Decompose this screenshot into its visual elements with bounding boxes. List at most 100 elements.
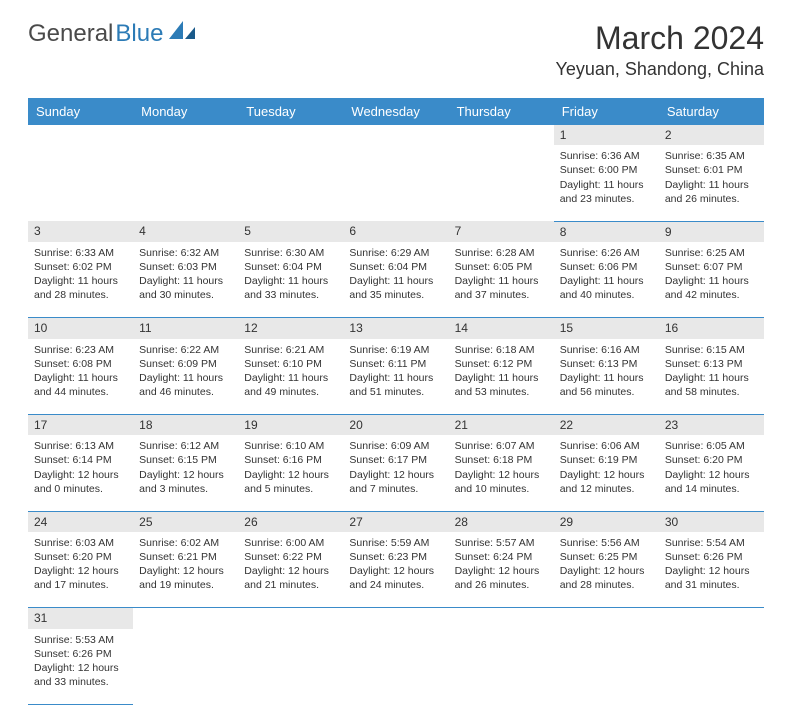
day-number: 8 xyxy=(560,225,567,239)
sunset-text: Sunset: 6:20 PM xyxy=(34,550,127,564)
content-row: Sunrise: 6:36 AMSunset: 6:00 PMDaylight:… xyxy=(28,145,764,221)
daynum-row: 10111213141516 xyxy=(28,318,764,339)
day-content-cell: Sunrise: 6:35 AMSunset: 6:01 PMDaylight:… xyxy=(659,145,764,221)
sunrise-text: Sunrise: 6:32 AM xyxy=(139,246,232,260)
daylight-text-1: Daylight: 12 hours xyxy=(665,564,758,578)
daylight-text-2: and 49 minutes. xyxy=(244,385,337,399)
day-content-cell xyxy=(238,629,343,705)
day-number: 10 xyxy=(34,321,47,335)
daylight-text-1: Daylight: 11 hours xyxy=(455,371,548,385)
day-content-cell xyxy=(343,145,448,221)
day-content-cell: Sunrise: 5:56 AMSunset: 6:25 PMDaylight:… xyxy=(554,532,659,608)
month-title: March 2024 xyxy=(555,20,764,57)
day-number-cell: 15 xyxy=(554,318,659,339)
sunrise-text: Sunrise: 5:57 AM xyxy=(455,536,548,550)
sunset-text: Sunset: 6:26 PM xyxy=(665,550,758,564)
day-number-cell: 27 xyxy=(343,511,448,532)
day-content-cell: Sunrise: 6:36 AMSunset: 6:00 PMDaylight:… xyxy=(554,145,659,221)
day-number-cell: 7 xyxy=(449,221,554,242)
daylight-text-2: and 44 minutes. xyxy=(34,385,127,399)
weekday-header: Tuesday xyxy=(238,98,343,125)
daylight-text-1: Daylight: 12 hours xyxy=(244,468,337,482)
daylight-text-1: Daylight: 11 hours xyxy=(34,371,127,385)
day-content-cell: Sunrise: 6:32 AMSunset: 6:03 PMDaylight:… xyxy=(133,242,238,318)
sunrise-text: Sunrise: 6:29 AM xyxy=(349,246,442,260)
sunrise-text: Sunrise: 5:59 AM xyxy=(349,536,442,550)
day-number-cell: 25 xyxy=(133,511,238,532)
sunrise-text: Sunrise: 6:33 AM xyxy=(34,246,127,260)
sunset-text: Sunset: 6:13 PM xyxy=(665,357,758,371)
sunset-text: Sunset: 6:08 PM xyxy=(34,357,127,371)
sunrise-text: Sunrise: 6:09 AM xyxy=(349,439,442,453)
sunset-text: Sunset: 6:10 PM xyxy=(244,357,337,371)
day-number-cell: 8 xyxy=(554,221,659,242)
day-content-cell: Sunrise: 6:16 AMSunset: 6:13 PMDaylight:… xyxy=(554,339,659,415)
day-content-cell: Sunrise: 6:29 AMSunset: 6:04 PMDaylight:… xyxy=(343,242,448,318)
sunset-text: Sunset: 6:14 PM xyxy=(34,453,127,467)
sunset-text: Sunset: 6:09 PM xyxy=(139,357,232,371)
daylight-text-1: Daylight: 12 hours xyxy=(349,564,442,578)
day-number-cell: 6 xyxy=(343,221,448,242)
daylight-text-1: Daylight: 12 hours xyxy=(560,564,653,578)
day-number: 27 xyxy=(349,515,362,529)
day-content-cell: Sunrise: 6:15 AMSunset: 6:13 PMDaylight:… xyxy=(659,339,764,415)
daylight-text-2: and 28 minutes. xyxy=(34,288,127,302)
daylight-text-1: Daylight: 11 hours xyxy=(560,178,653,192)
sunrise-text: Sunrise: 5:56 AM xyxy=(560,536,653,550)
sunrise-text: Sunrise: 6:10 AM xyxy=(244,439,337,453)
sunset-text: Sunset: 6:07 PM xyxy=(665,260,758,274)
day-content-cell xyxy=(449,629,554,705)
day-number-cell: 22 xyxy=(554,415,659,436)
sunset-text: Sunset: 6:23 PM xyxy=(349,550,442,564)
day-number-cell: 4 xyxy=(133,221,238,242)
day-content-cell: Sunrise: 6:28 AMSunset: 6:05 PMDaylight:… xyxy=(449,242,554,318)
sunset-text: Sunset: 6:13 PM xyxy=(560,357,653,371)
daylight-text-2: and 0 minutes. xyxy=(34,482,127,496)
day-content-cell: Sunrise: 6:19 AMSunset: 6:11 PMDaylight:… xyxy=(343,339,448,415)
daylight-text-1: Daylight: 12 hours xyxy=(34,564,127,578)
day-number-cell xyxy=(133,608,238,629)
daylight-text-2: and 28 minutes. xyxy=(560,578,653,592)
sunset-text: Sunset: 6:25 PM xyxy=(560,550,653,564)
daylight-text-2: and 31 minutes. xyxy=(665,578,758,592)
daylight-text-2: and 21 minutes. xyxy=(244,578,337,592)
sunrise-text: Sunrise: 6:23 AM xyxy=(34,343,127,357)
sunset-text: Sunset: 6:16 PM xyxy=(244,453,337,467)
sunrise-text: Sunrise: 5:53 AM xyxy=(34,633,127,647)
weekday-header: Monday xyxy=(133,98,238,125)
sunset-text: Sunset: 6:04 PM xyxy=(244,260,337,274)
day-number-cell xyxy=(343,125,448,145)
day-number: 20 xyxy=(349,418,362,432)
weekday-header-row: SundayMondayTuesdayWednesdayThursdayFrid… xyxy=(28,98,764,125)
sunset-text: Sunset: 6:17 PM xyxy=(349,453,442,467)
logo-text-2: Blue xyxy=(115,20,163,48)
daylight-text-1: Daylight: 11 hours xyxy=(244,274,337,288)
daylight-text-2: and 26 minutes. xyxy=(665,192,758,206)
day-content-cell: Sunrise: 6:06 AMSunset: 6:19 PMDaylight:… xyxy=(554,435,659,511)
day-number-cell: 17 xyxy=(28,415,133,436)
daylight-text-1: Daylight: 11 hours xyxy=(560,274,653,288)
content-row: Sunrise: 6:13 AMSunset: 6:14 PMDaylight:… xyxy=(28,435,764,511)
day-content-cell xyxy=(133,145,238,221)
daylight-text-1: Daylight: 11 hours xyxy=(139,371,232,385)
daylight-text-1: Daylight: 12 hours xyxy=(665,468,758,482)
sunrise-text: Sunrise: 6:28 AM xyxy=(455,246,548,260)
day-number: 17 xyxy=(34,418,47,432)
sunrise-text: Sunrise: 6:02 AM xyxy=(139,536,232,550)
daylight-text-1: Daylight: 11 hours xyxy=(349,274,442,288)
day-content-cell: Sunrise: 6:33 AMSunset: 6:02 PMDaylight:… xyxy=(28,242,133,318)
day-number: 21 xyxy=(455,418,468,432)
sunset-text: Sunset: 6:04 PM xyxy=(349,260,442,274)
sunset-text: Sunset: 6:01 PM xyxy=(665,163,758,177)
day-content-cell: Sunrise: 6:21 AMSunset: 6:10 PMDaylight:… xyxy=(238,339,343,415)
day-content-cell xyxy=(449,145,554,221)
day-number-cell: 24 xyxy=(28,511,133,532)
day-number: 29 xyxy=(560,515,573,529)
daynum-row: 12 xyxy=(28,125,764,145)
day-number: 28 xyxy=(455,515,468,529)
sunset-text: Sunset: 6:18 PM xyxy=(455,453,548,467)
day-number: 5 xyxy=(244,224,251,238)
sunset-text: Sunset: 6:06 PM xyxy=(560,260,653,274)
daylight-text-2: and 58 minutes. xyxy=(665,385,758,399)
daylight-text-1: Daylight: 11 hours xyxy=(34,274,127,288)
